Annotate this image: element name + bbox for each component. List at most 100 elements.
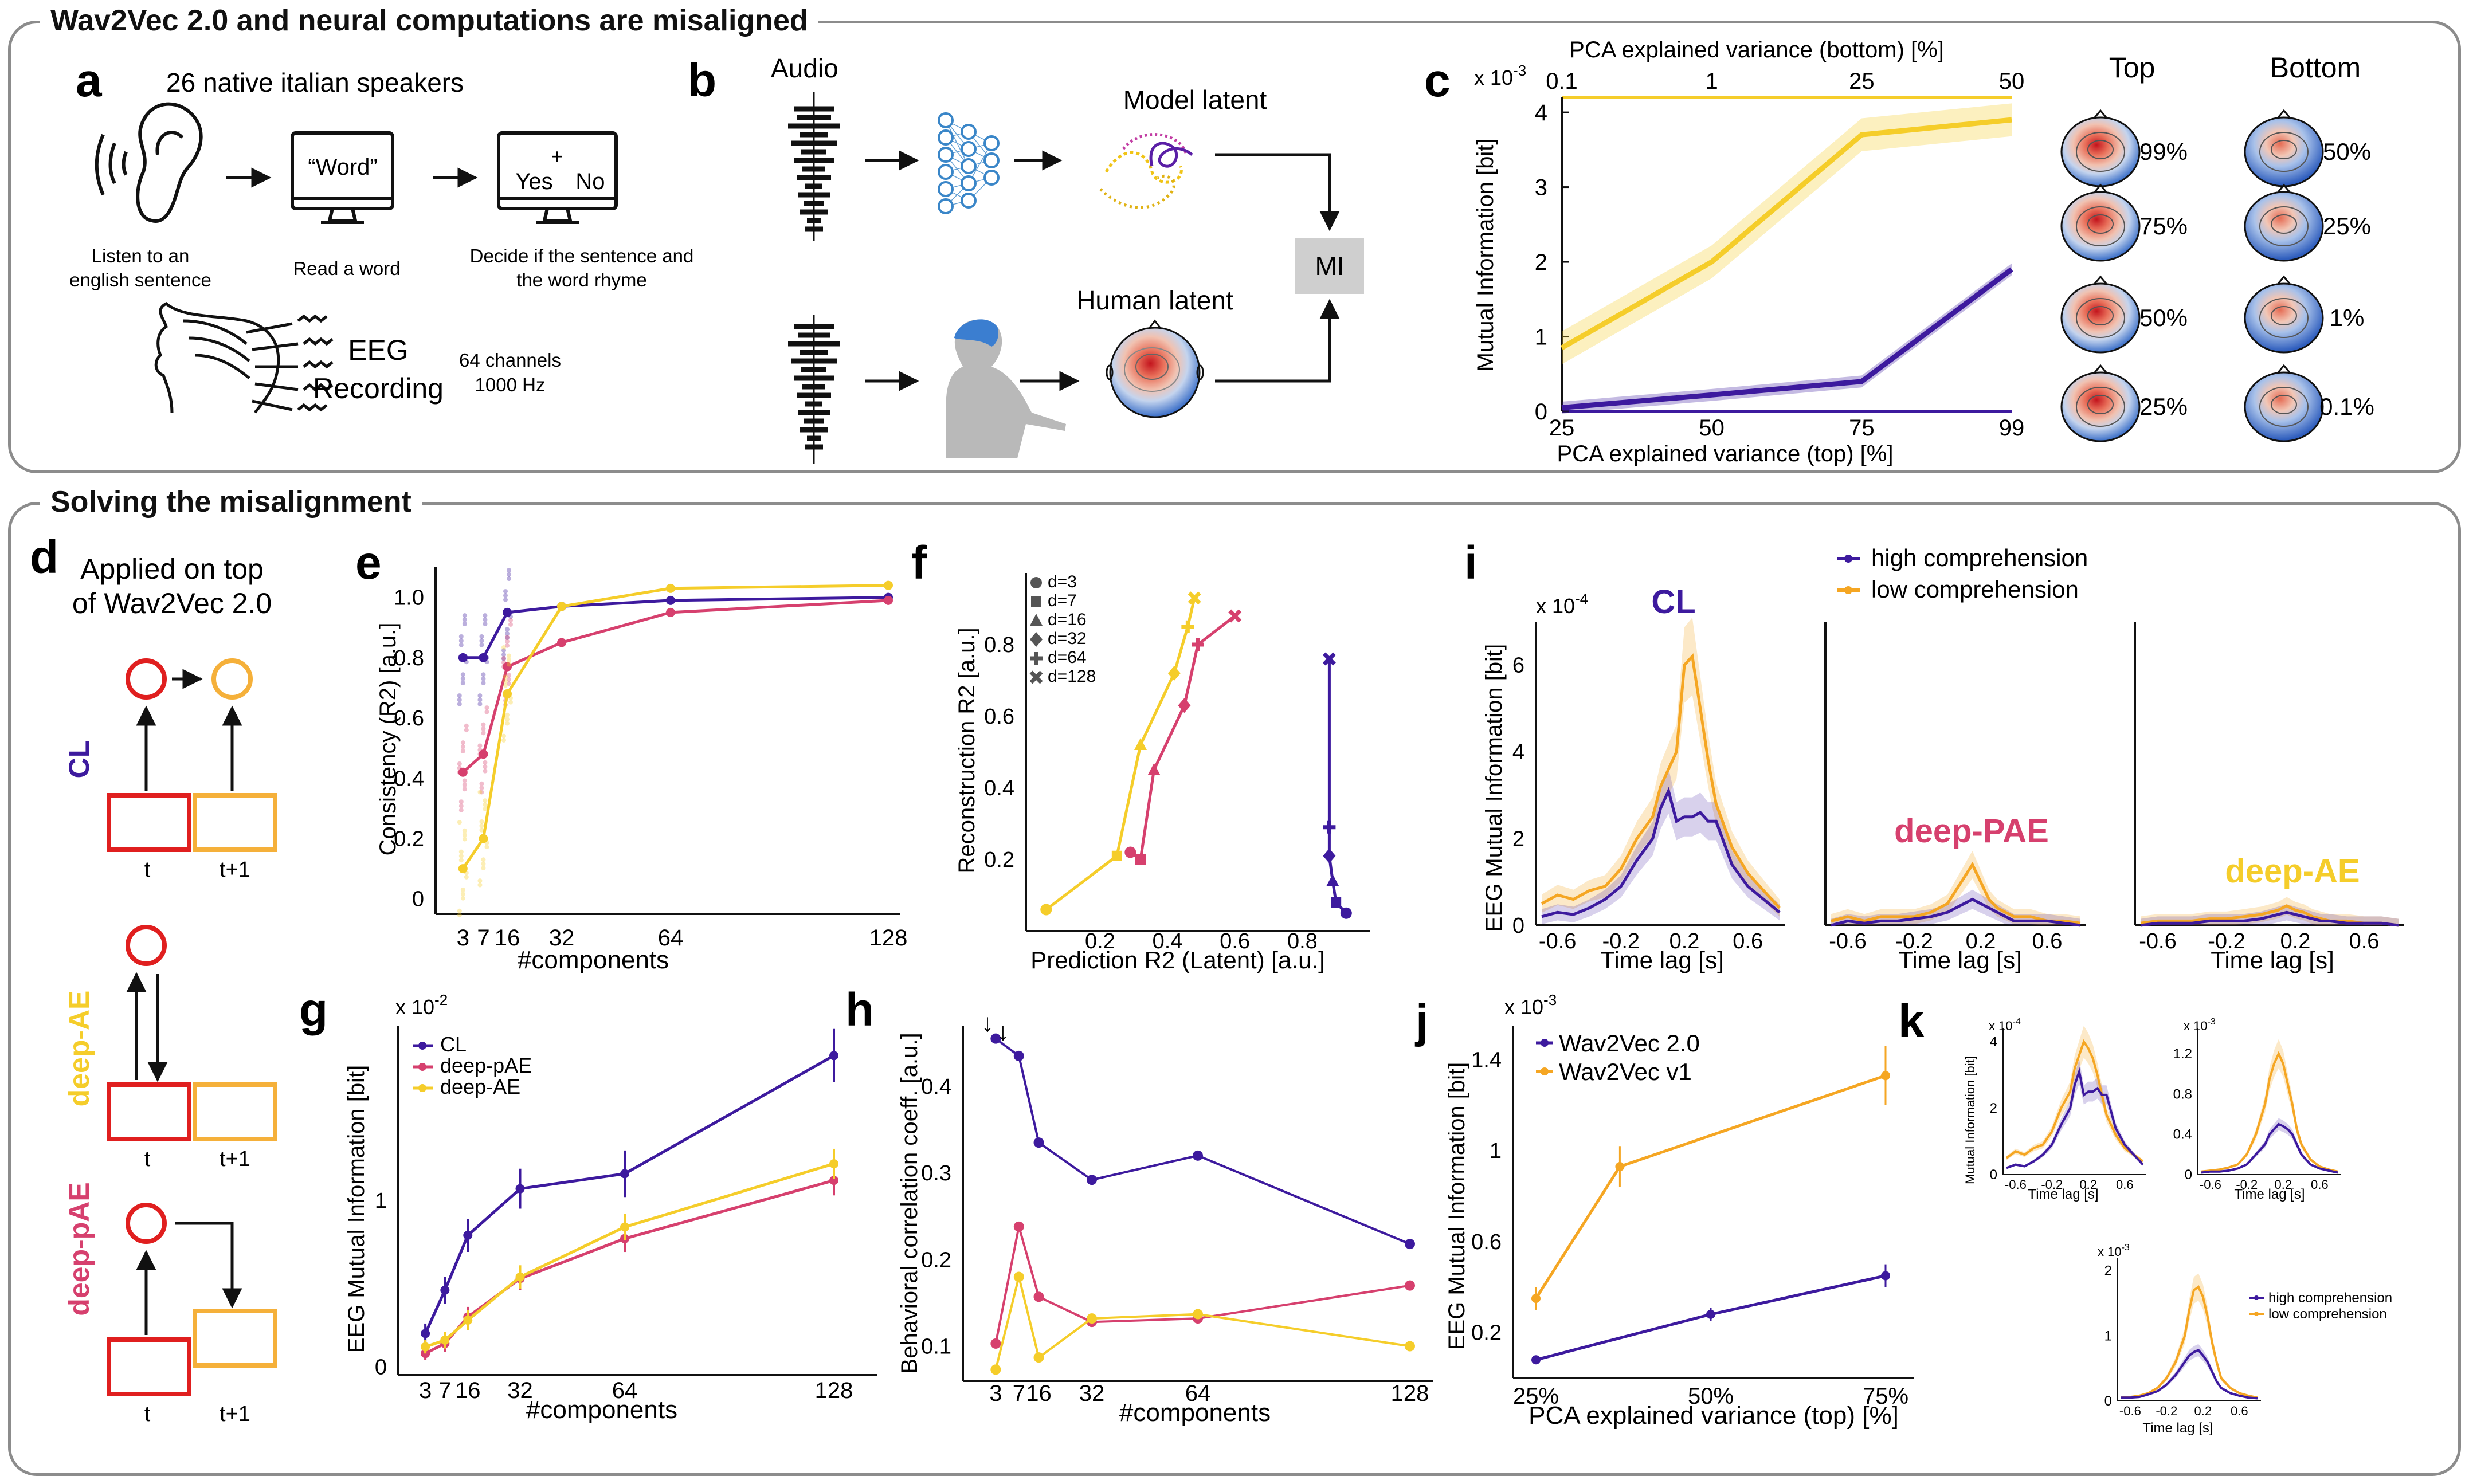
f-xtick-label: 0.8 — [1287, 929, 1318, 953]
k-xtick-label: 0.2 — [2275, 1177, 2292, 1192]
topoplot-bottom-2 — [2244, 275, 2324, 354]
e-xtick-label: 32 — [549, 925, 575, 951]
g-point — [620, 1169, 629, 1179]
e-sample-dot — [481, 731, 486, 736]
c-band-top — [1562, 103, 2012, 364]
f-marker-triangle — [1030, 614, 1043, 626]
e-sample-dot — [458, 634, 464, 639]
cl-t-label: t — [144, 858, 151, 882]
e-sample-dot — [479, 642, 484, 647]
k-xtick-label: 0.6 — [2311, 1177, 2329, 1192]
k-xtick-label: -0.2 — [2156, 1404, 2177, 1418]
f-ylabel: Reconstruction R2 [a.u.] — [954, 627, 979, 873]
c-xtick-top-label: 0.1 — [1546, 69, 1578, 94]
c-ytick-label: 4 — [1535, 100, 1547, 125]
e-sample-dot — [483, 621, 488, 626]
cl-circle-t — [126, 658, 167, 700]
e-sample-dot — [505, 635, 510, 641]
g-legend-dot — [418, 1063, 426, 1071]
k-xtick-label: -0.6 — [2005, 1177, 2027, 1192]
e-sample-dot — [501, 652, 506, 657]
f-legend-label: d=32 — [1048, 629, 1087, 648]
f-marker-x — [1029, 670, 1043, 684]
e-sample-dot — [507, 677, 511, 682]
e-sample-dot — [501, 656, 506, 661]
k-ylabel: Mutual Information [bit] — [1963, 1056, 1977, 1184]
monitor-icon-1 — [291, 131, 394, 224]
k-xtick-label: -0.2 — [2236, 1177, 2258, 1192]
screen3-yes: Yes — [515, 169, 552, 194]
c-xtick-bottom-label: 99 — [1999, 415, 2025, 441]
i-band-low — [1542, 617, 1780, 917]
i-xtick-label: -0.2 — [2208, 929, 2245, 953]
g-legend-dot — [418, 1042, 426, 1050]
panel-i: i x 10-4 CL -0.6 -0.2 0.2 0.6 0 2 4 6 -0.6 -0.2 0.… — [1464, 537, 2404, 973]
j-point — [1881, 1271, 1890, 1281]
c-line-top — [1560, 117, 2012, 351]
e-sample-dot — [458, 849, 464, 854]
k-xtick-label: 0.6 — [2116, 1177, 2134, 1192]
g-point — [829, 1176, 838, 1185]
screen3-plus: + — [551, 144, 563, 168]
e-point — [479, 653, 488, 662]
e-sample-dot — [457, 761, 462, 767]
f-marker-square — [1135, 854, 1146, 865]
topo-percent-label: 0.1% — [2319, 393, 2374, 420]
topoplot-top-1 — [2060, 183, 2141, 262]
e-sample-dot — [507, 662, 511, 667]
e-sample-dot — [481, 857, 486, 862]
i-xlabel-3: Time lag [s] — [2211, 947, 2334, 973]
h-point — [1013, 1221, 1024, 1232]
e-ytick-label: 0.6 — [394, 706, 424, 731]
e-sample-dot — [483, 802, 488, 807]
step1-line2: english sentence — [69, 269, 211, 290]
e-sample-dot — [462, 782, 467, 787]
e-sample-dot — [503, 589, 508, 594]
cl-box-t — [107, 793, 191, 852]
d-deep-pae-label: deep-pAE — [63, 1182, 95, 1316]
f-marker-diamond — [1178, 698, 1191, 713]
e-line-deep-AE — [461, 584, 889, 870]
f-line-deep-pAE — [1129, 615, 1236, 862]
h-plot-area: 0.1 0.2 0.3 0.4 3 7 16 32 64 128 — [921, 1026, 1433, 1406]
e-sample-dot — [483, 613, 488, 618]
f-marker-plus — [1192, 638, 1204, 651]
panel-c: c PCA explained variance (bottom) [%] 0 1… — [1424, 37, 2374, 466]
g-xtick-label: 16 — [455, 1378, 481, 1403]
f-marker-square — [1111, 850, 1122, 861]
k-ytick-label: 2 — [1990, 1101, 1997, 1116]
f-legend-label: d=64 — [1048, 648, 1087, 667]
topo-contour — [2087, 214, 2114, 234]
e-sample-dot — [507, 658, 511, 663]
f-xtick-label: 0.6 — [1220, 929, 1250, 953]
f-ytick-label: 0.6 — [984, 705, 1014, 729]
topo-head — [2060, 371, 2141, 442]
i-ytick-label: 4 — [1512, 740, 1524, 764]
h-arrow-2: ↓ — [997, 1018, 1009, 1046]
h-ytick-label: 0.2 — [921, 1248, 951, 1272]
e-sample-dot — [460, 887, 465, 892]
e-sample-dot — [462, 828, 467, 833]
g-legend-label: deep-pAE — [440, 1054, 532, 1077]
e-sample-dot — [462, 778, 467, 783]
i-xtick-label: 0.6 — [2032, 929, 2063, 953]
f-marker-diamond — [1030, 632, 1043, 647]
f-marker-circle — [1340, 907, 1352, 919]
e-sample-dot — [458, 858, 464, 863]
f-ytick-label: 0.2 — [984, 848, 1014, 872]
j-point — [1615, 1162, 1625, 1171]
e-point — [479, 749, 488, 759]
e-sample-dot — [501, 645, 506, 650]
c-bottom-label: Bottom — [2270, 52, 2361, 84]
e-sample-dot — [507, 576, 511, 581]
i-line-high — [1541, 786, 1781, 918]
k-band-high — [2006, 1059, 2143, 1169]
e-sample-dot — [462, 617, 467, 622]
panel-letter-h: h — [845, 984, 874, 1036]
d-cl-label: CL — [63, 740, 95, 779]
panel-letter-d: d — [30, 531, 58, 583]
ae-box-t1 — [193, 1082, 277, 1141]
d-deep-ae-label: deep-AE — [63, 991, 95, 1107]
panel-letter-e: e — [355, 537, 382, 589]
